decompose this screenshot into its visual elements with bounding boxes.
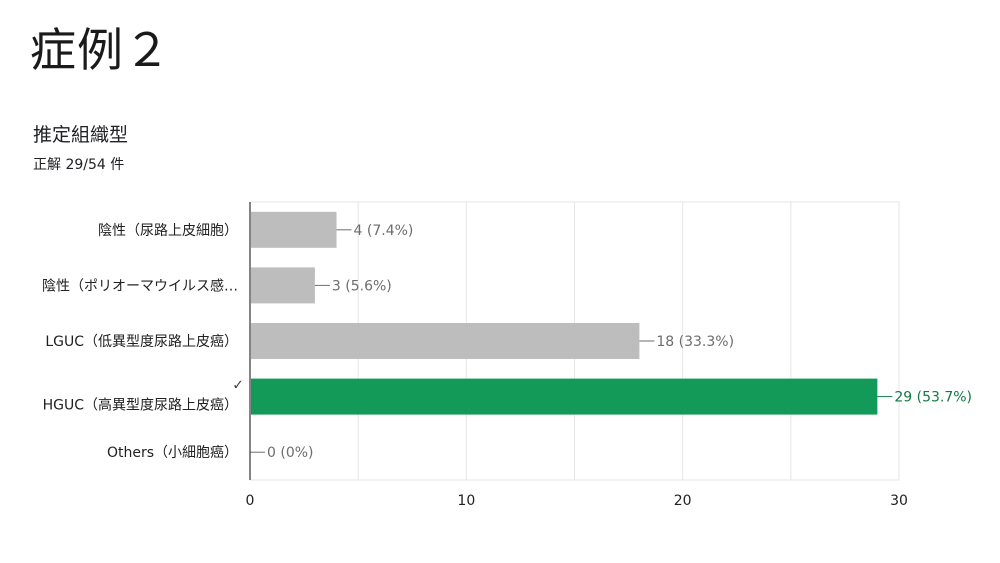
bar	[251, 267, 315, 304]
category-label: 陰性（尿路上皮細胞）	[98, 223, 238, 239]
value-label: 29 (53.7%)	[894, 390, 972, 406]
slide-title: 症例２	[30, 23, 171, 77]
x-tick-label: 20	[674, 493, 692, 509]
value-label: 3 (5.6%)	[332, 278, 392, 294]
bar	[251, 378, 878, 415]
x-tick-label: 30	[890, 493, 908, 509]
x-tick-label: 0	[246, 493, 255, 509]
bar	[251, 323, 640, 359]
category-label: Others（小細胞癌）	[107, 445, 238, 461]
value-label: 0 (0%)	[267, 445, 314, 461]
value-label: 18 (33.3%)	[656, 334, 734, 350]
category-label: LGUC（低異型度尿路上皮癌）	[45, 334, 238, 350]
question-title: 推定組織型	[33, 124, 129, 146]
category-label: HGUC（高異型度尿路上皮癌）	[43, 397, 238, 414]
score-summary: 正解 29/54 件	[33, 157, 125, 173]
correct-check-icon: ✓	[232, 378, 244, 394]
bar	[251, 211, 337, 248]
category-label: 陰性（ポリオーマウイルス感…	[42, 277, 238, 294]
x-tick-label: 10	[457, 493, 475, 509]
value-label: 4 (7.4%)	[354, 223, 414, 239]
